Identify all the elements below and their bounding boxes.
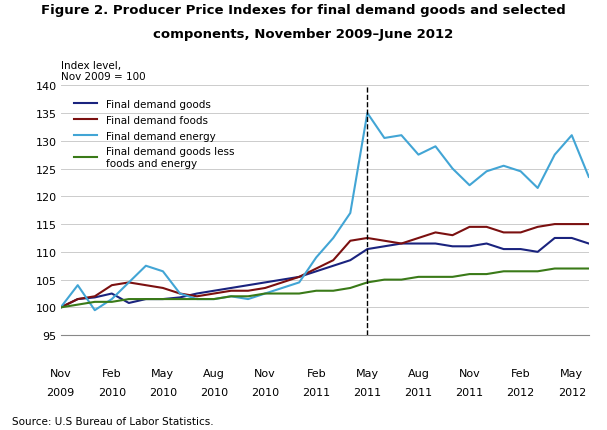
Text: 2012: 2012 [558,387,586,397]
Text: 2010: 2010 [98,387,126,397]
Text: Nov: Nov [50,368,72,378]
Text: Nov: Nov [459,368,480,378]
Text: 2010: 2010 [200,387,228,397]
Text: Source: U.S Bureau of Labor Statistics.: Source: U.S Bureau of Labor Statistics. [12,416,214,426]
Text: 2010: 2010 [251,387,279,397]
Text: May: May [151,368,174,378]
Text: 2011: 2011 [353,387,381,397]
Text: Nov 2009 = 100: Nov 2009 = 100 [61,72,145,82]
Text: 2010: 2010 [149,387,177,397]
Text: components, November 2009–June 2012: components, November 2009–June 2012 [154,28,453,41]
Text: 2011: 2011 [404,387,433,397]
Text: Feb: Feb [102,368,121,378]
Text: 2011: 2011 [455,387,484,397]
Legend: Final demand goods, Final demand foods, Final demand energy, Final demand goods : Final demand goods, Final demand foods, … [71,96,237,172]
Text: Aug: Aug [203,368,225,378]
Text: Index level,: Index level, [61,61,121,71]
Text: Feb: Feb [307,368,326,378]
Text: 2012: 2012 [506,387,535,397]
Text: Figure 2. Producer Price Indexes for final demand goods and selected: Figure 2. Producer Price Indexes for fin… [41,4,566,17]
Text: Nov: Nov [254,368,276,378]
Text: 2009: 2009 [47,387,75,397]
Text: Aug: Aug [407,368,429,378]
Text: 2011: 2011 [302,387,330,397]
Text: Feb: Feb [511,368,531,378]
Text: May: May [560,368,583,378]
Text: May: May [356,368,379,378]
